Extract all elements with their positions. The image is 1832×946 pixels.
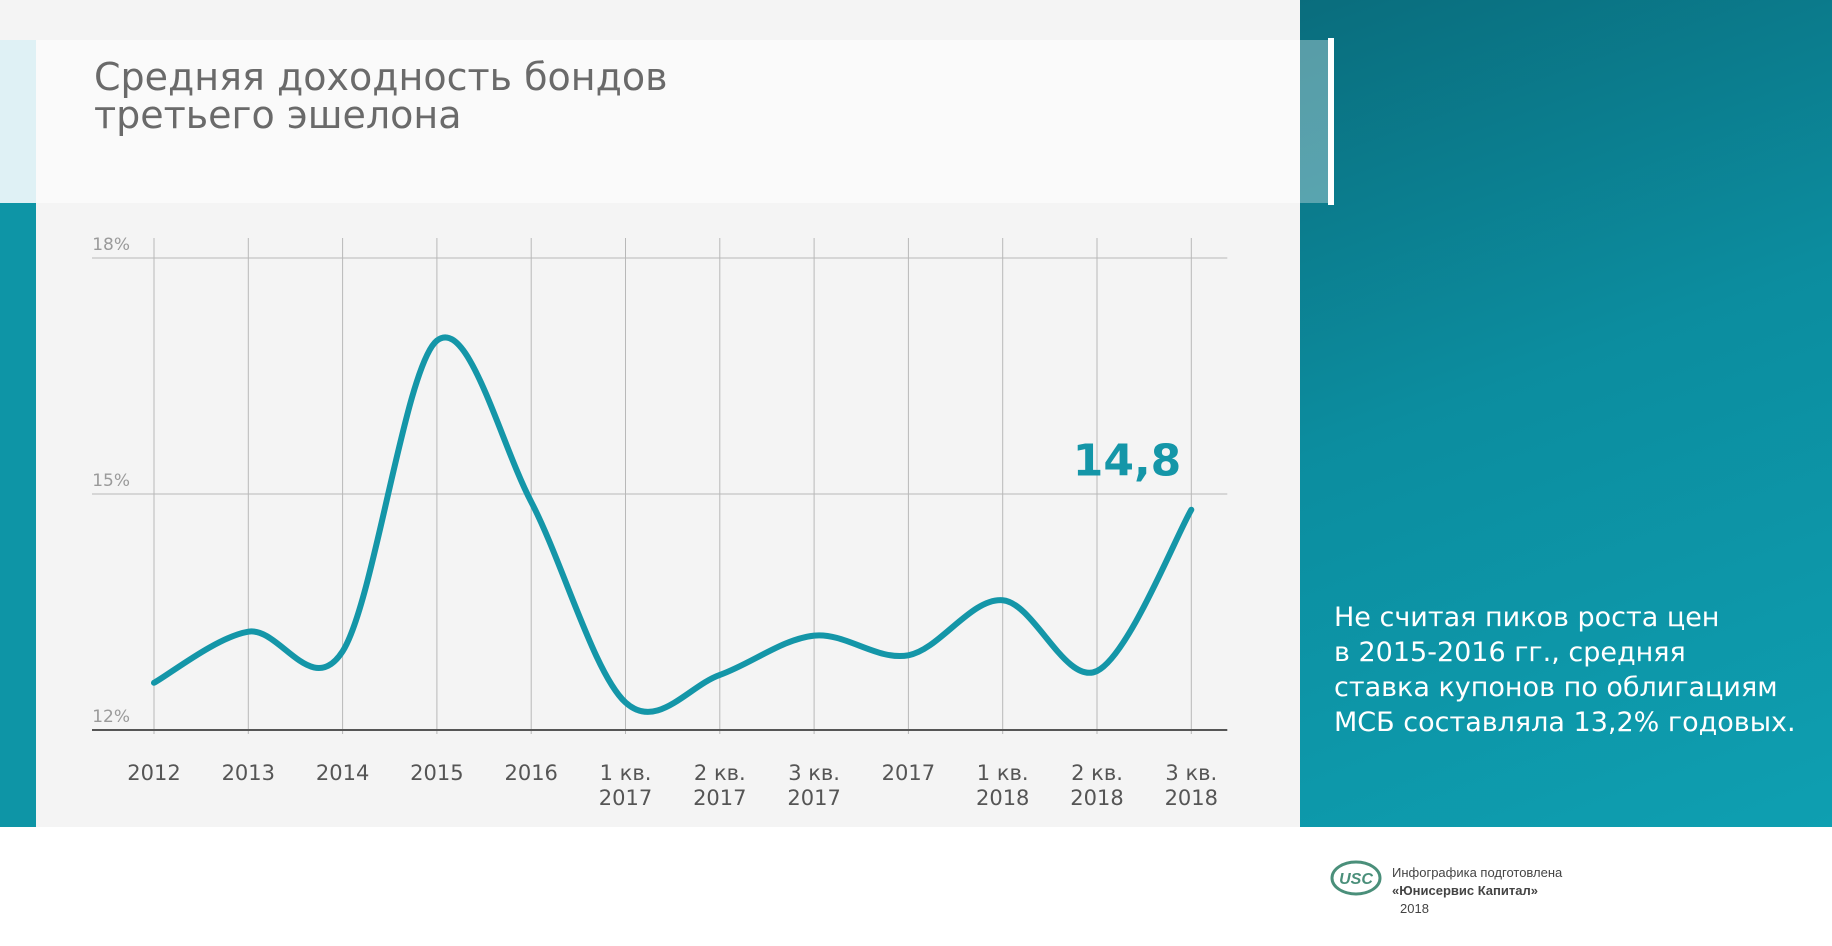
usc-logo: USC xyxy=(1330,860,1382,896)
grid-layer xyxy=(92,238,1228,734)
data-point xyxy=(1094,668,1100,674)
chart-title-line-2: третьего эшелона xyxy=(94,93,462,137)
line-chart: 12%15%18%2012 2013 2014 2015 2016 1 кв.20172 … xyxy=(92,235,1228,810)
usc-logo-text: USC xyxy=(1339,871,1373,888)
annotation-line-3: ставка купонов по облигациям xyxy=(1334,672,1778,703)
x-tick-label: 2013 xyxy=(222,761,275,785)
data-point xyxy=(434,338,440,344)
title-band xyxy=(36,40,1300,203)
title-overlay-bar xyxy=(1328,38,1334,205)
data-point xyxy=(1000,597,1006,603)
data-point xyxy=(1188,507,1194,513)
x-tick-label: 2 кв. xyxy=(1071,761,1123,785)
x-tick-label: 2017 xyxy=(693,786,746,810)
data-point xyxy=(528,499,534,505)
data-point xyxy=(811,633,817,639)
data-point xyxy=(340,648,346,654)
data-point xyxy=(623,699,629,705)
credit-year: 2018 xyxy=(1400,901,1429,916)
x-tick-label: 2017 xyxy=(599,786,652,810)
annotation-panel xyxy=(1300,0,1832,827)
credit-block: Инфографика подготовлена «Юнисервис Капи… xyxy=(1392,864,1562,918)
x-tick-label: 2 кв. xyxy=(694,761,746,785)
x-tick-label: 2018 xyxy=(1070,786,1123,810)
series-layer xyxy=(151,334,1195,715)
data-point xyxy=(245,629,251,635)
credit-company: «Юнисервис Капитал» xyxy=(1392,883,1538,898)
callout-label: 14,8 xyxy=(1073,436,1182,487)
x-tick-label: 1 кв. xyxy=(600,761,652,785)
x-tick-label: 2018 xyxy=(1165,786,1218,810)
x-tick-label: 1 кв. xyxy=(977,761,1029,785)
series-line-yield xyxy=(151,334,1195,715)
y-tick-label: 18% xyxy=(92,235,130,255)
x-tick-label: 2016 xyxy=(504,761,557,785)
annotation-text: Не считая пиков роста цен в 2015-2016 гг… xyxy=(1334,600,1814,740)
x-tick-label: 2014 xyxy=(316,761,369,785)
x-tick-label: 3 кв. xyxy=(788,761,840,785)
x-tick-label: 3 кв. xyxy=(1165,761,1217,785)
label-layer: 12%15%18%2012 2013 2014 2015 2016 1 кв.20172 … xyxy=(92,235,1218,810)
annotation-line-1: Не считая пиков роста цен xyxy=(1334,602,1720,633)
x-tick-label: 2012 xyxy=(127,761,180,785)
x-tick-label: 2017 xyxy=(787,786,840,810)
data-point xyxy=(717,672,723,678)
annotation-line-4: МСБ составляла 13,2% годовых. xyxy=(1334,707,1796,738)
y-tick-label: 15% xyxy=(92,471,130,491)
left-accent-stripe-light xyxy=(0,40,36,203)
credit-line: Инфографика подготовлена xyxy=(1392,865,1563,880)
x-tick-label: 2015 xyxy=(410,761,463,785)
x-tick-label: 2017 xyxy=(882,761,935,785)
chart-title-line-1: Средняя доходность бондов xyxy=(94,55,668,99)
x-tick-label: 2018 xyxy=(976,786,1029,810)
annotation-line-2: в 2015-2016 гг., средняя xyxy=(1334,637,1686,668)
y-tick-label: 12% xyxy=(92,707,130,727)
data-point xyxy=(151,680,157,686)
data-point xyxy=(905,652,911,658)
title-overlay xyxy=(1300,40,1328,203)
chart-title: Средняя доходность бондов третьего эшело… xyxy=(94,58,994,134)
